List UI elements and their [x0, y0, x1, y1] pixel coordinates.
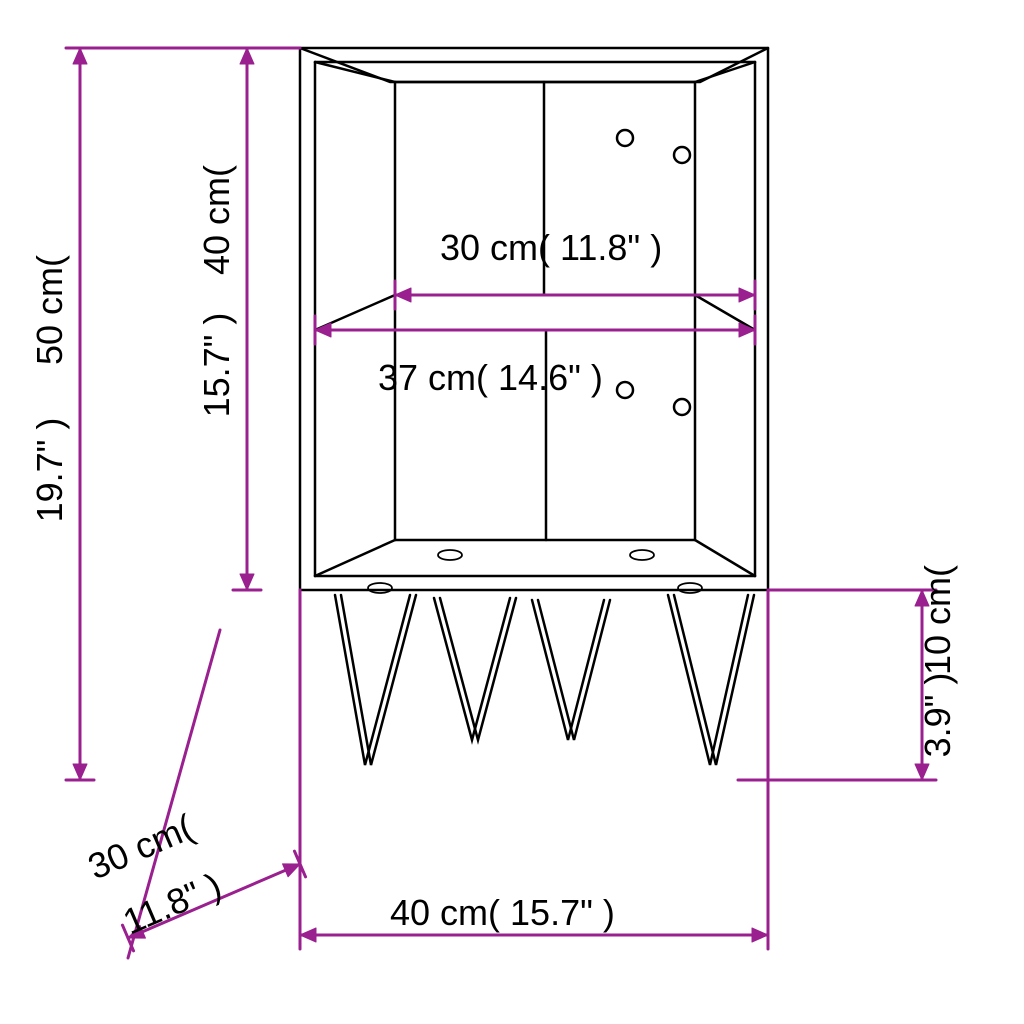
- dim-shelf-width: 37 cm( 14.6" ): [315, 316, 755, 398]
- svg-text:10 cm(: 10 cm(: [917, 565, 958, 675]
- svg-text:50 cm(: 50 cm(: [29, 255, 70, 365]
- svg-text:40 cm( 15.7" ): 40 cm( 15.7" ): [390, 892, 615, 933]
- dim-overall-height: 50 cm( 19.7" ): [29, 48, 300, 780]
- cabinet-line-drawing: [300, 48, 768, 765]
- dim-body-height: 40 cm( 15.7" ): [196, 48, 261, 590]
- dimension-annotations: 50 cm( 19.7" ) 40 cm( 15.7" ) 30 cm( 11.8" )…: [29, 48, 958, 958]
- dim-shelf-depth: 30 cm( 11.8" ): [395, 227, 755, 309]
- svg-text:40 cm(: 40 cm(: [196, 165, 237, 275]
- svg-text:11.8" ): 11.8" ): [117, 864, 227, 942]
- dim-depth: 30 cm(11.8" ): [82, 590, 306, 958]
- dim-leg-height: 10 cm(3.9" ): [738, 565, 958, 780]
- svg-text:37 cm( 14.6" ): 37 cm( 14.6" ): [378, 357, 603, 398]
- svg-text:3.9" ): 3.9" ): [917, 673, 958, 758]
- svg-text:30 cm(: 30 cm(: [82, 806, 199, 887]
- svg-text:15.7" ): 15.7" ): [196, 313, 237, 418]
- svg-text:30 cm( 11.8" ): 30 cm( 11.8" ): [440, 227, 662, 268]
- dim-width: 40 cm( 15.7" ): [300, 590, 768, 949]
- svg-text:19.7" ): 19.7" ): [29, 418, 70, 523]
